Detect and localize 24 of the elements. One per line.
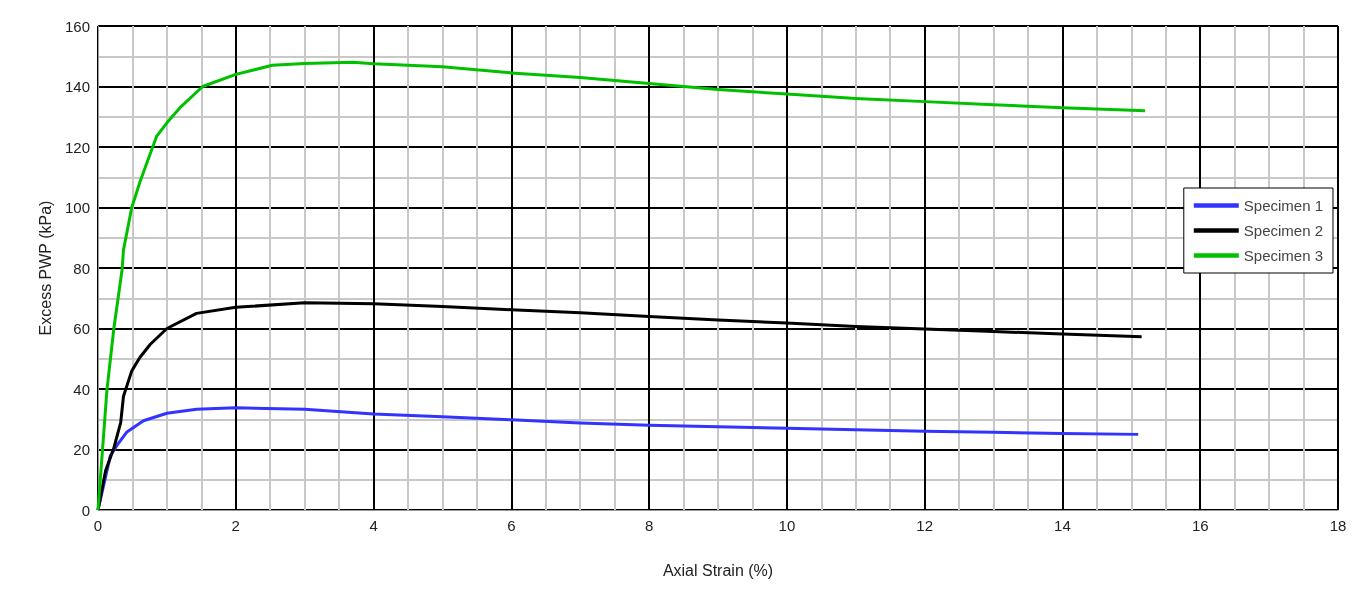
y-axis-title: Excess PWP (kPa) <box>36 200 54 336</box>
legend-label: Specimen 1 <box>1243 197 1324 214</box>
legend-label: Specimen 2 <box>1243 222 1324 239</box>
y-tick-label: 0 <box>81 501 90 519</box>
y-tick-label: 80 <box>73 259 90 277</box>
x-tick-label: 8 <box>644 517 654 534</box>
y-tick-label: 120 <box>64 138 90 156</box>
y-tick-label: 160 <box>64 17 90 35</box>
y-tick-label: 20 <box>73 441 90 458</box>
y-tick-label: 40 <box>73 380 90 398</box>
x-tick-label: 10 <box>778 517 796 534</box>
y-tick-label: 60 <box>73 320 90 337</box>
y-tick-label: 100 <box>64 199 90 216</box>
x-tick-label: 4 <box>369 517 378 534</box>
x-tick-label: 16 <box>1191 517 1209 534</box>
x-tick-label: 12 <box>916 517 934 534</box>
x-axis-title: Axial Strain (%) <box>662 561 774 579</box>
x-tick-label: 18 <box>1329 517 1347 534</box>
x-tick-label: 6 <box>507 517 516 534</box>
y-tick-label: 140 <box>64 78 90 95</box>
x-tick-label: 0 <box>93 517 103 534</box>
x-tick-label: 14 <box>1054 517 1071 534</box>
legend-label: Specimen 3 <box>1243 247 1324 264</box>
x-tick-label: 2 <box>231 517 240 534</box>
